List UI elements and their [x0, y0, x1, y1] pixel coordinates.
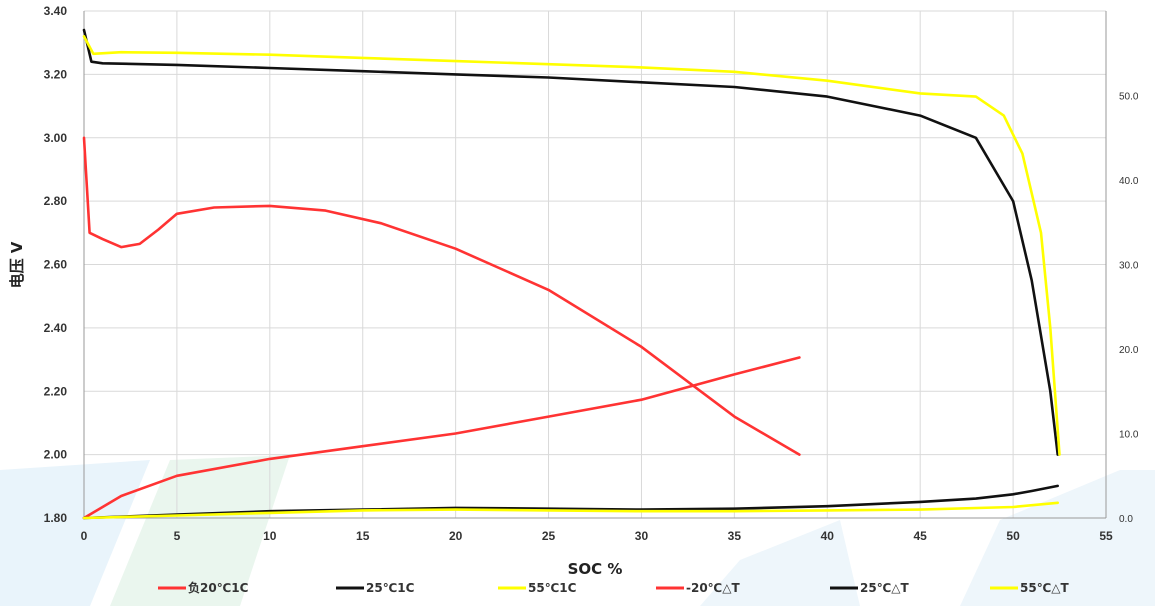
- legend-label: 负20℃1C: [188, 580, 249, 595]
- x-tick-label: 35: [728, 529, 742, 543]
- x-tick-label: 40: [821, 529, 835, 543]
- y-tick-label: 2.00: [44, 448, 68, 462]
- legend-label: 55℃△T: [1020, 581, 1069, 595]
- x-tick-label: 15: [356, 529, 370, 543]
- y-tick-label: 3.00: [44, 131, 68, 145]
- series-line-4: [82, 356, 801, 520]
- y2-tick-label: 20.0: [1119, 345, 1139, 356]
- legend-label: 55℃1C: [528, 581, 577, 595]
- y-axis-title: 电压 V: [8, 241, 26, 288]
- y2-tick-label: 30.0: [1119, 261, 1139, 272]
- x-tick-label: 20: [449, 529, 463, 543]
- y-tick-label: 2.20: [44, 384, 68, 398]
- x-tick-label: 50: [1006, 529, 1020, 543]
- series-line-6: [82, 501, 1059, 520]
- series-lines: [82, 28, 1061, 520]
- watermark-stripe: [110, 455, 290, 606]
- y2-tick-label: 0.0: [1119, 514, 1133, 525]
- y-tick-label: 2.80: [44, 194, 68, 208]
- y2-tick-label: 10.0: [1119, 430, 1139, 441]
- series-line-1: [82, 136, 801, 456]
- series-line-3: [82, 35, 1061, 456]
- y-tick-label: 2.60: [44, 258, 68, 272]
- y-tick-label: 3.40: [44, 4, 68, 18]
- x-tick-label: 5: [174, 529, 181, 543]
- series-line-5: [82, 484, 1059, 520]
- y-tick-label: 1.80: [44, 511, 68, 525]
- legend-label: -20℃△T: [686, 581, 740, 595]
- x-axis-title: SOC %: [568, 560, 623, 578]
- axes: 0 5 10 15 20 25 30 35 40 45 50 55 1.80 2.00 2.20 2.40 2.…: [44, 4, 1139, 543]
- x-tick-label: 10: [263, 529, 277, 543]
- y2-tick-label: 50.0: [1119, 92, 1139, 103]
- x-tick-label: 45: [914, 529, 928, 543]
- y-tick-label: 3.20: [44, 67, 68, 81]
- x-tick-label: 25: [542, 529, 556, 543]
- legend-label: 25℃1C: [366, 581, 415, 595]
- y-tick-label: 2.40: [44, 321, 68, 335]
- watermark-stripe: [700, 520, 860, 606]
- x-tick-label: 30: [635, 529, 649, 543]
- legend: 负20℃1C 25℃1C 55℃1C -20℃△T 25℃△T 55℃△T: [158, 580, 1069, 595]
- x-tick-label: 0: [81, 529, 88, 543]
- x-tick-label: 55: [1099, 529, 1113, 543]
- watermark-stripe: [0, 460, 150, 606]
- legend-label: 25℃△T: [860, 581, 909, 595]
- grid-lines: [83, 10, 1107, 519]
- series-line-2: [82, 28, 1059, 456]
- y2-tick-label: 40.0: [1119, 176, 1139, 187]
